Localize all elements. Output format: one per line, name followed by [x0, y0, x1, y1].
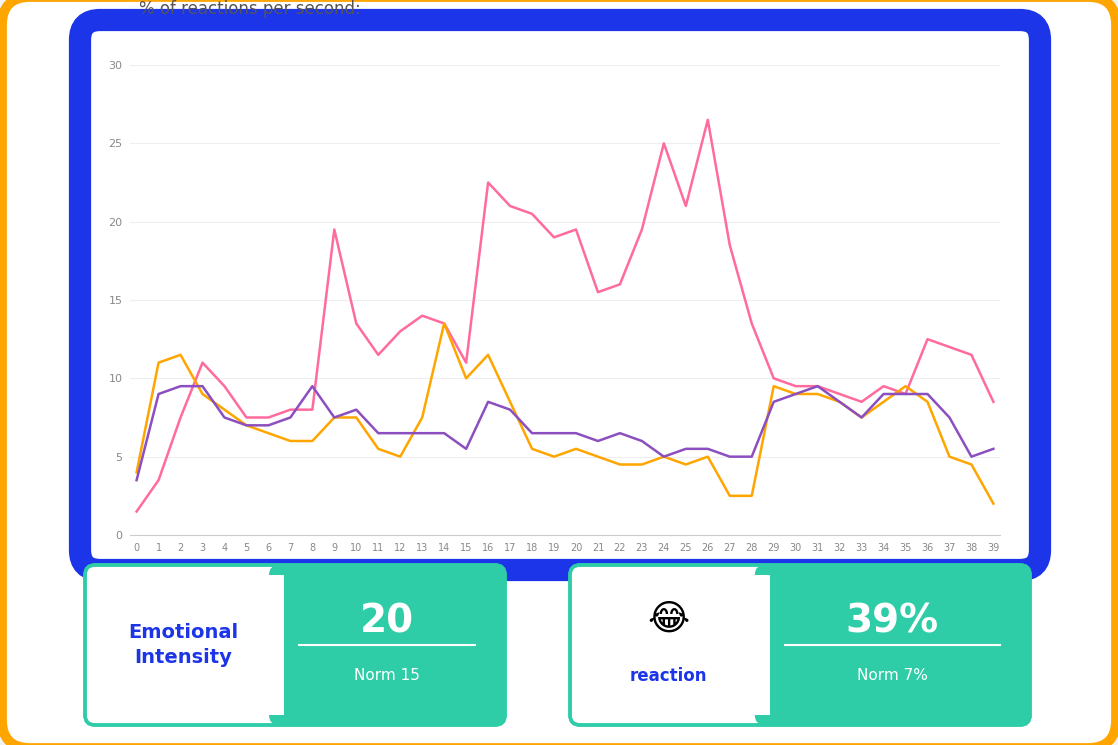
Text: % of reactions per second:: % of reactions per second:	[139, 0, 360, 18]
FancyBboxPatch shape	[580, 575, 770, 715]
Text: reaction: reaction	[629, 667, 707, 685]
Text: 20: 20	[360, 602, 414, 640]
Text: Norm 15: Norm 15	[354, 668, 420, 683]
Text: Norm 7%: Norm 7%	[858, 668, 928, 683]
Text: 😂: 😂	[647, 603, 689, 637]
FancyBboxPatch shape	[570, 565, 1030, 725]
FancyBboxPatch shape	[85, 565, 505, 725]
FancyBboxPatch shape	[95, 575, 284, 715]
Text: Emotional
Intensity: Emotional Intensity	[127, 623, 238, 667]
FancyBboxPatch shape	[755, 565, 1030, 725]
FancyBboxPatch shape	[80, 20, 1040, 570]
FancyBboxPatch shape	[269, 565, 505, 725]
Text: 39%: 39%	[846, 602, 939, 640]
Legend: 😂, 🙂, 😍: 😂, 🙂, 😍	[756, 0, 998, 9]
